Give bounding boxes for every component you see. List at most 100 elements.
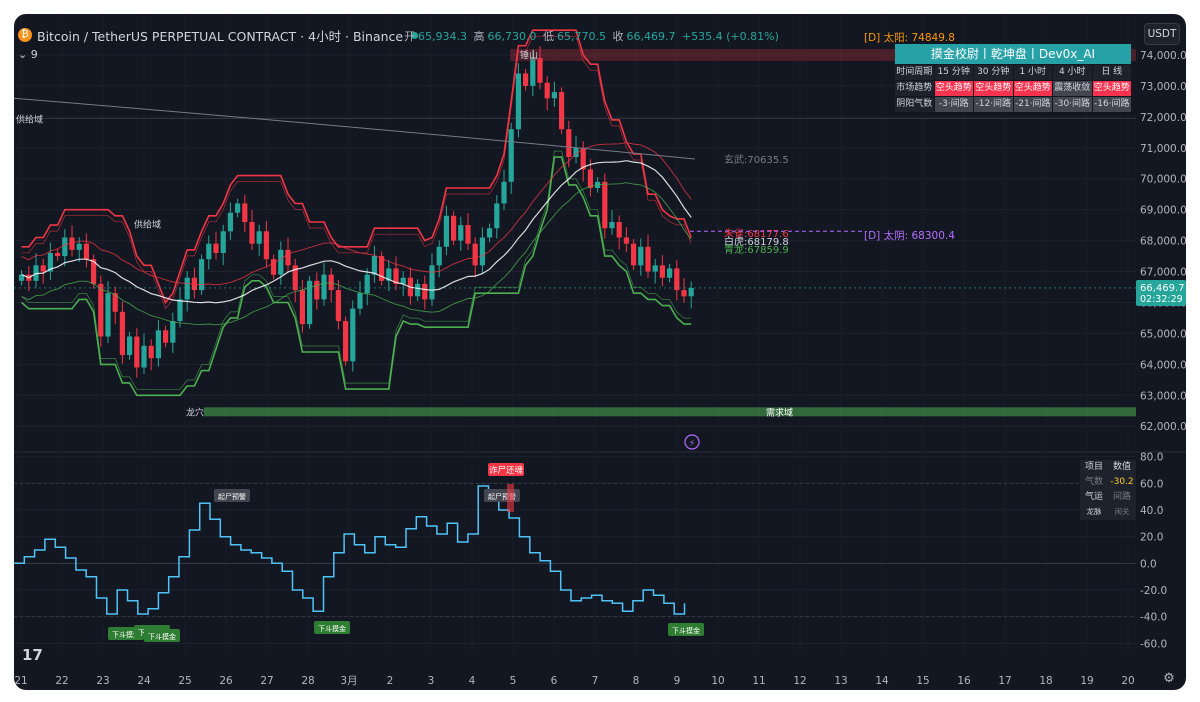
time-tick-label: 6: [551, 675, 558, 687]
osc-tick-label: 80.0: [1140, 452, 1163, 464]
status-dot: [411, 31, 419, 39]
candle: [443, 215, 449, 247]
candle: [371, 256, 377, 275]
candle: [242, 203, 248, 223]
candle: [271, 259, 277, 275]
candle: [148, 345, 154, 359]
candle: [83, 243, 89, 260]
price-tick-label: 68,000.0: [1140, 236, 1186, 248]
close-value: 66,469.7: [626, 30, 676, 43]
osc-tick-label: -20.0: [1140, 585, 1167, 597]
candle: [134, 336, 140, 368]
candle: [112, 293, 118, 312]
time-tick-label: 16: [957, 675, 971, 687]
candle: [227, 212, 233, 232]
candle: [667, 268, 673, 278]
candle: [551, 92, 557, 99]
currency-button[interactable]: USDT: [1144, 23, 1180, 45]
candle: [292, 265, 298, 291]
candle: [544, 82, 550, 99]
candle: [580, 147, 586, 170]
time-tick-label: 13: [834, 675, 847, 687]
open-value: 65,934.3: [418, 30, 467, 43]
candle: [631, 243, 637, 266]
osc-tick-label: 40.0: [1140, 505, 1163, 517]
candle: [155, 330, 161, 359]
candle: [76, 243, 82, 250]
candle: [47, 252, 53, 272]
dragon-zone-label: 龙穴: [186, 406, 204, 418]
candle: [623, 237, 629, 244]
candle: [119, 311, 125, 356]
candle: [364, 274, 370, 294]
candle: [537, 58, 543, 83]
candle: [335, 290, 341, 322]
xuanwu-label: 玄武:70635.5: [724, 153, 789, 166]
time-tick-label: 27: [260, 675, 273, 687]
candle: [299, 290, 305, 325]
candle: [501, 181, 507, 204]
candle: [638, 246, 644, 266]
candle: [415, 283, 421, 297]
time-tick-label: 10: [711, 675, 724, 687]
price-tick-label: 67,000.0: [1140, 267, 1186, 279]
candle: [127, 336, 133, 356]
candle: [688, 287, 694, 297]
tradingview-logo[interactable]: 17: [22, 646, 43, 664]
candle: [602, 181, 608, 229]
low-value: 65,770.5: [556, 30, 606, 43]
candle: [256, 231, 262, 244]
indicator-toggle[interactable]: ⌄ 9: [18, 48, 38, 61]
candle: [566, 129, 572, 158]
candle: [429, 265, 435, 300]
candle: [163, 330, 169, 343]
candle: [465, 225, 471, 244]
time-tick-label: 5: [510, 675, 517, 687]
supply-zone-label-2: 供给域: [134, 219, 161, 231]
lightning-icon: [684, 434, 700, 450]
candle: [350, 308, 356, 362]
time-tick-label: 23: [96, 675, 109, 687]
top-warning-signal: 起尸预警: [218, 492, 246, 501]
last-price-badge: [1136, 279, 1186, 306]
candle: [314, 280, 320, 300]
osc-tick-label: 0.0: [1140, 558, 1157, 570]
candle: [472, 243, 478, 266]
candle: [523, 73, 529, 86]
symbol-title[interactable]: Bitcoin / TetherUS PERPETUAL CONTRACT · …: [37, 28, 404, 44]
candle: [206, 243, 212, 260]
upper-band-line: [21, 29, 692, 305]
gear-icon[interactable]: ⚙: [1163, 671, 1175, 686]
top-reverse-signal-box: [488, 463, 524, 476]
candle: [559, 92, 565, 130]
price-tick-label: 64,000.0: [1140, 359, 1186, 371]
top-reverse-marker: [507, 484, 514, 512]
time-tick-label: 22: [55, 675, 68, 687]
candle: [681, 290, 687, 297]
candle: [263, 231, 269, 260]
price-chart[interactable]: 74,000.0 73,000.0 72,000.0 71,000.0 70,000.0…: [14, 14, 1186, 690]
candle: [105, 293, 111, 337]
baihu-label: 白虎:68179.8: [724, 235, 789, 248]
last-price-value: 66,469.7: [1140, 283, 1185, 294]
candle: [19, 274, 25, 281]
candle: [357, 293, 363, 309]
oscillator-dashboard: 项目 数值 气数 -30.2 气运 间路 龙脉 闲关: [1080, 460, 1136, 520]
zhuque-line: [21, 142, 692, 286]
top-reverse-signal: 诈尸还魂: [489, 465, 524, 476]
candle: [321, 274, 327, 300]
time-tick-label: 26: [219, 675, 233, 687]
bottom-signal-box: [668, 623, 704, 636]
osc-tick-label: 60.0: [1140, 478, 1163, 490]
candle: [393, 268, 399, 284]
candle: [177, 299, 183, 322]
top-warning-signal-2: 起尸预警: [488, 492, 516, 501]
upper-band-line-inner: [21, 35, 692, 310]
time-tick-label: 3: [428, 675, 435, 687]
lower-band-line-inner: [21, 150, 692, 390]
symbol-header: ₿ Bitcoin / TetherUS PERPETUAL CONTRACT …: [14, 26, 419, 44]
chevron-down-icon: ⌄: [18, 48, 28, 61]
qinglong-label: 青龙:67859.9: [724, 243, 789, 256]
daily-sun-tag: [D] 太阳: 74849.8: [864, 32, 955, 44]
time-tick-label: 25: [178, 675, 191, 687]
